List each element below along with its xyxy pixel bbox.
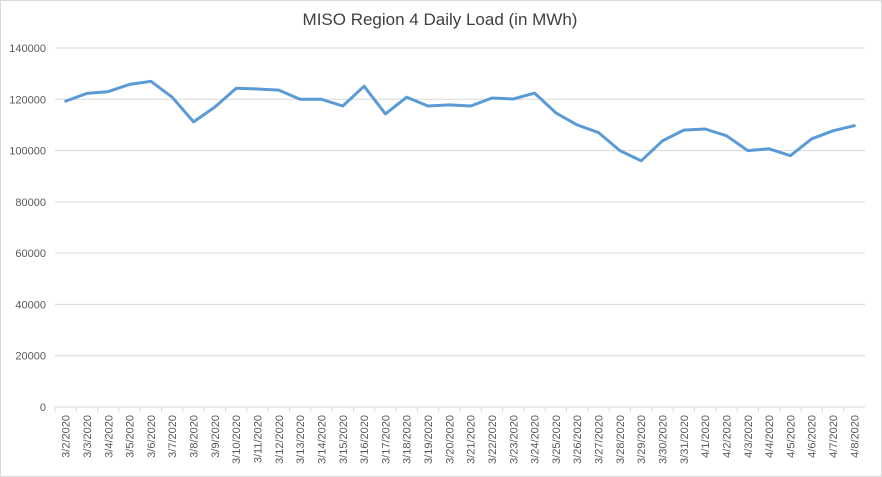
x-tick-label: 4/6/2020 [807, 415, 819, 458]
x-tick-label: 3/20/2020 [444, 415, 456, 464]
x-tick-label: 3/3/2020 [82, 415, 94, 458]
x-tick-label: 4/5/2020 [785, 415, 797, 458]
x-tick-label: 3/9/2020 [210, 415, 222, 458]
x-tick-label: 3/19/2020 [423, 415, 435, 464]
x-tick-label: 3/22/2020 [487, 415, 499, 464]
chart-title: MISO Region 4 Daily Load (in MWh) [303, 10, 578, 29]
x-tick-label: 3/4/2020 [103, 415, 115, 458]
y-tick-label: 40000 [15, 299, 46, 311]
x-tick-label: 3/31/2020 [679, 415, 691, 464]
y-tick-label: 80000 [15, 197, 46, 209]
x-tick-label: 3/18/2020 [402, 415, 414, 464]
x-tick-label: 3/5/2020 [125, 415, 137, 458]
x-tick-label: 4/3/2020 [743, 415, 755, 458]
x-tick-label: 3/23/2020 [508, 415, 520, 464]
x-tick-label: 4/2/2020 [721, 415, 733, 458]
x-tick-label: 3/17/2020 [380, 415, 392, 464]
x-tick-label: 3/29/2020 [636, 415, 648, 464]
y-tick-label: 140000 [9, 43, 46, 55]
x-tick-label: 3/14/2020 [316, 415, 328, 464]
x-tick-label: 3/27/2020 [594, 415, 606, 464]
x-tick-label: 4/1/2020 [700, 415, 712, 458]
x-tick-label: 3/26/2020 [572, 415, 584, 464]
x-tick-label: 3/13/2020 [295, 415, 307, 464]
y-tick-label: 120000 [9, 94, 46, 106]
y-tick-label: 0 [40, 402, 46, 414]
x-tick-label: 4/8/2020 [849, 415, 861, 458]
x-tick-label: 3/7/2020 [167, 415, 179, 458]
x-tick-label: 3/11/2020 [253, 415, 265, 463]
x-tick-label: 3/24/2020 [530, 415, 542, 464]
x-tick-label: 3/2/2020 [61, 415, 73, 458]
series-line-daily-load [64, 79, 856, 163]
x-tick-label: 3/25/2020 [551, 415, 563, 464]
x-tick-label: 3/12/2020 [274, 415, 286, 464]
y-tick-label: 100000 [9, 146, 46, 158]
x-tick-label: 3/8/2020 [189, 415, 201, 458]
y-tick-label: 60000 [15, 248, 46, 260]
x-tick-label: 3/28/2020 [615, 415, 627, 464]
x-tick-label: 3/16/2020 [359, 415, 371, 464]
x-tick-label: 3/30/2020 [658, 415, 670, 464]
x-tick-label: 3/6/2020 [146, 415, 158, 458]
x-tick-label: 4/4/2020 [764, 415, 776, 458]
x-tick-label: 3/10/2020 [231, 415, 243, 464]
y-tick-label: 20000 [15, 351, 46, 363]
x-tick-label: 3/21/2020 [466, 415, 478, 464]
x-tick-label: 4/7/2020 [828, 415, 840, 458]
x-tick-label: 3/15/2020 [338, 415, 350, 464]
